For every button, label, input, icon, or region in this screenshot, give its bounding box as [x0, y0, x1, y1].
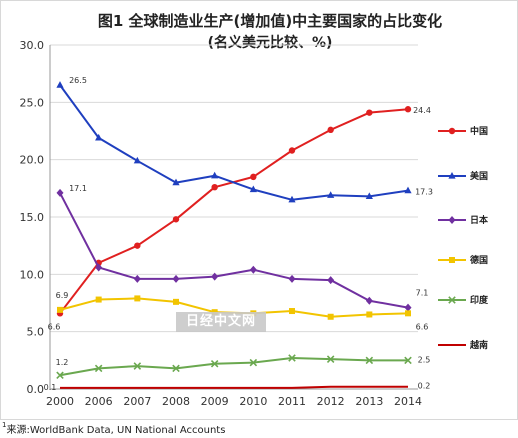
data-point: [95, 133, 103, 141]
source-note: 1来源:WorldBank Data, UN National Accounts: [2, 421, 225, 436]
data-point: [211, 171, 219, 179]
data-point: [172, 274, 180, 283]
data-point: [288, 195, 296, 203]
data-point: [134, 242, 141, 249]
x-tick-label: 2013: [355, 395, 383, 408]
data-point: [365, 192, 373, 199]
source-text: 来源:WorldBank Data, UN National Accounts: [6, 425, 226, 436]
data-label: 1.2: [56, 358, 69, 367]
legend-marker: [448, 127, 456, 135]
data-point: [365, 356, 374, 365]
x-tick-label: 2014: [394, 395, 422, 408]
data-point: [172, 364, 180, 373]
data-point: [94, 364, 103, 373]
data-point: [56, 81, 64, 88]
x-tick-label: 2010: [239, 395, 267, 408]
data-point: [289, 308, 295, 315]
footnote-mark: 1: [2, 421, 7, 429]
data-label: 6.6: [416, 322, 429, 331]
legend-label: 越南: [469, 339, 488, 351]
data-point: [210, 360, 219, 368]
data-point: [288, 274, 296, 283]
data-point: [249, 185, 257, 193]
data-point: [133, 274, 141, 283]
x-tick-label: 2009: [201, 395, 229, 408]
data-point: [173, 298, 179, 305]
data-label: 26.5: [69, 76, 87, 85]
data-point: [327, 126, 334, 134]
data-label: 24.4: [413, 106, 431, 115]
watermark-logo: 日经中文网: [176, 312, 266, 332]
data-point: [211, 183, 218, 191]
data-point: [133, 156, 141, 164]
data-point: [249, 265, 257, 274]
data-point: [404, 106, 412, 113]
y-tick-label: 0.0: [27, 383, 45, 396]
data-label: 0.1: [44, 383, 57, 392]
legend-label: 美国: [470, 170, 488, 182]
data-point: [366, 311, 373, 318]
data-point: [366, 109, 373, 116]
data-point: [249, 358, 258, 367]
legend-marker: [448, 216, 456, 224]
legend-marker: [448, 172, 456, 179]
data-point: [133, 362, 142, 370]
data-point: [327, 276, 335, 285]
legend-label: 中国: [470, 125, 488, 137]
series-line-1: [59, 84, 409, 201]
data-point: [327, 313, 334, 320]
legend-label: 德国: [470, 254, 488, 266]
data-point: [404, 356, 412, 365]
y-tick-label: 10.0: [20, 268, 45, 281]
series-line-5: [60, 385, 408, 389]
data-point: [211, 272, 219, 281]
legend-label: 日本: [470, 214, 489, 226]
legend-marker: [449, 257, 455, 263]
series-line-2: [59, 192, 409, 309]
data-point: [57, 306, 63, 313]
x-tick-label: 2007: [123, 395, 151, 408]
data-point: [56, 371, 64, 380]
chart-title: 图1 全球制造业生产(增加值)中主要国家的占比变化: [97, 12, 443, 30]
data-point: [56, 188, 64, 197]
legend-label: 印度: [470, 294, 489, 306]
y-tick-label: 30.0: [20, 39, 45, 52]
y-tick-label: 25.0: [20, 96, 45, 109]
y-tick-label: 20.0: [20, 154, 45, 167]
data-point: [405, 310, 411, 317]
chart-subtitle: (名义美元比较、%): [207, 35, 333, 51]
series-line-0: [59, 108, 409, 314]
data-point: [326, 355, 335, 363]
data-label: 17.3: [415, 188, 433, 197]
data-point: [172, 216, 180, 223]
x-tick-label: 2006: [85, 395, 113, 408]
y-tick-label: 15.0: [20, 211, 45, 224]
data-label: 0.2: [418, 382, 431, 391]
series-line-4: [59, 357, 408, 377]
data-point: [172, 178, 180, 186]
data-label: 6.6: [48, 322, 61, 331]
data-point: [95, 263, 103, 272]
data-label: 6.9: [56, 291, 69, 300]
x-tick-label: 2012: [317, 395, 345, 408]
data-point: [327, 191, 335, 198]
data-point: [288, 354, 296, 362]
data-label: 17.1: [69, 184, 87, 193]
data-point: [250, 173, 257, 181]
line-chart: 0.0 5.0 10.0 15.0 20.0 25.0 30.0 2000 2006 2007 20…: [20, 39, 490, 408]
x-tick-label: 2008: [162, 395, 190, 408]
data-point: [404, 186, 412, 194]
data-point: [404, 303, 412, 312]
y-tick-label: 5.0: [27, 326, 45, 339]
x-tick-label: 2011: [278, 395, 306, 408]
data-point: [134, 295, 141, 302]
legend-marker: [448, 296, 456, 304]
data-point: [95, 296, 102, 303]
x-tick-label: 2000: [46, 395, 74, 408]
data-point: [288, 147, 296, 154]
data-label: 2.5: [418, 355, 431, 364]
data-label: 7.1: [416, 289, 429, 298]
data-point: [365, 296, 373, 305]
